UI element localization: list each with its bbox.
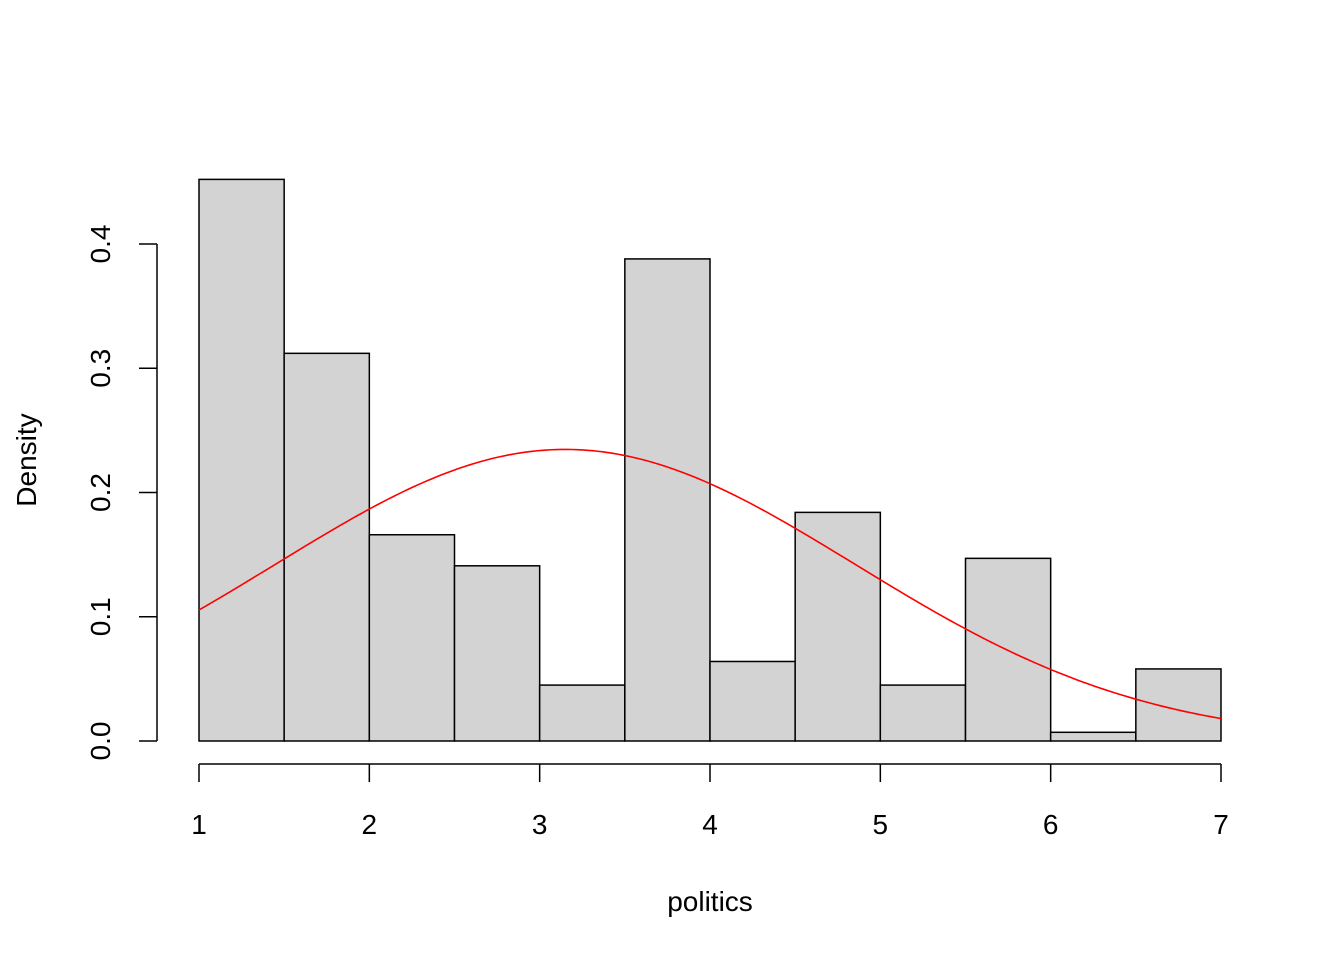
histogram-bar <box>794 511 882 742</box>
histogram-bar <box>709 660 796 742</box>
y-tick-label: 0.3 <box>85 349 116 388</box>
y-tick-label: 0.4 <box>85 225 116 264</box>
x-tick-label: 5 <box>873 809 889 840</box>
y-tick-label: 0.1 <box>85 597 116 636</box>
histogram-bar <box>198 178 285 742</box>
normal-density-curve <box>198 448 1222 720</box>
histogram-bar <box>283 352 371 742</box>
x-axis: 1 2 3 4 5 6 7 <box>191 763 1229 840</box>
x-tick-label: 7 <box>1213 809 1229 840</box>
histogram-bar <box>624 258 711 742</box>
x-tick-label: 2 <box>362 809 378 840</box>
y-axis: 0.0 0.1 0.2 0.3 0.4 <box>85 225 158 761</box>
histogram-bar <box>453 565 541 742</box>
x-tick-label: 1 <box>191 809 207 840</box>
x-tick-label: 6 <box>1043 809 1059 840</box>
bars-group <box>198 178 1222 742</box>
y-axis-title: Density <box>11 413 42 506</box>
histogram-bar <box>538 684 626 742</box>
y-tick-label: 0.2 <box>85 473 116 512</box>
x-tick-label: 3 <box>532 809 548 840</box>
histogram-bar <box>879 684 967 742</box>
histogram-bar <box>1049 731 1137 742</box>
histogram-bar <box>368 533 456 742</box>
x-axis-title: politics <box>667 886 753 917</box>
x-tick-label: 4 <box>702 809 718 840</box>
histogram-bar <box>1135 668 1222 742</box>
y-tick-label: 0.0 <box>85 722 116 761</box>
